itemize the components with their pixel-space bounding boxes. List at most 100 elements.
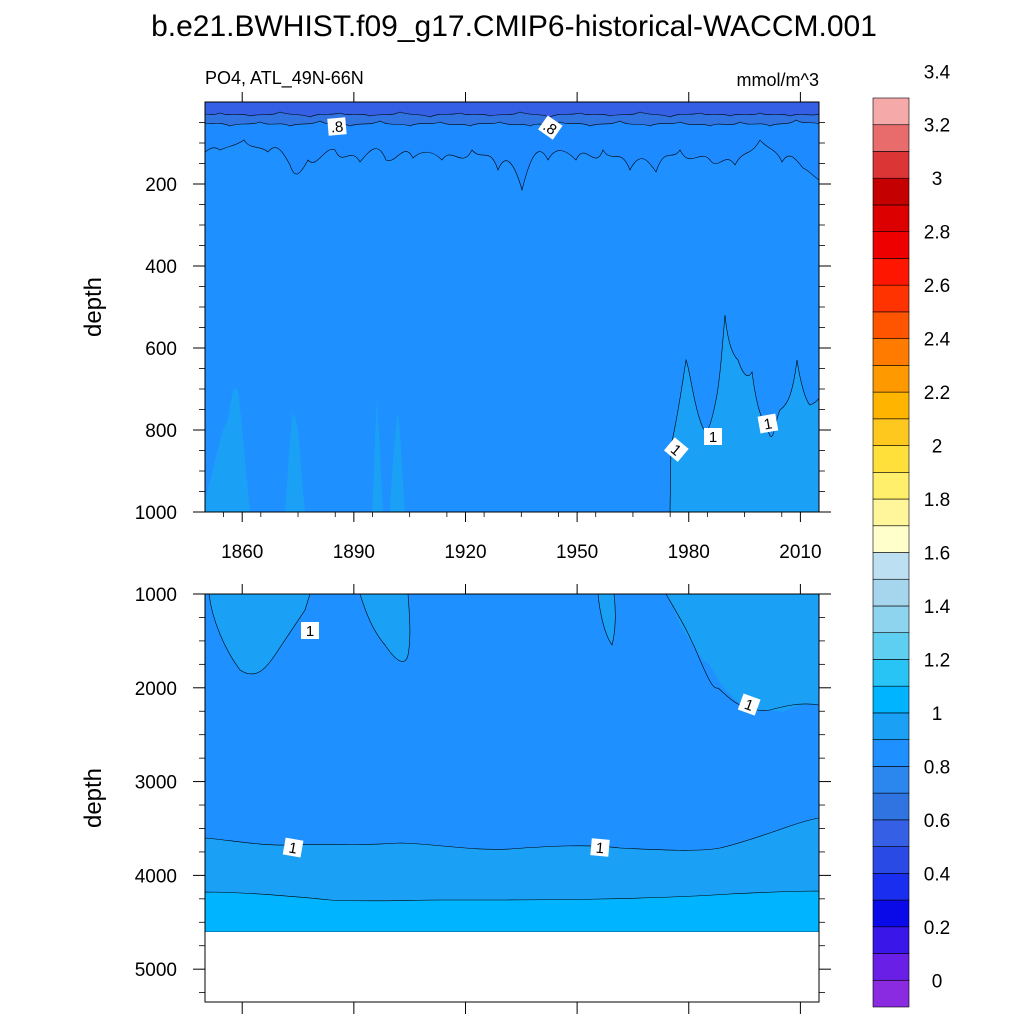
lower-contour-label-box	[301, 622, 319, 639]
colorbar-label: 0.6	[924, 811, 950, 832]
upper-contour-label: 1	[663, 437, 689, 462]
colorbar-label: 0.8	[924, 757, 950, 778]
upper-y-tick-label: 400	[145, 257, 177, 278]
colorbar-swatch	[872, 151, 910, 179]
colorbar-swatch	[872, 498, 910, 527]
upper-contour-label: 1	[704, 428, 722, 446]
lower-contour-label-text: 1	[595, 840, 605, 858]
upper-contour-label-box	[327, 117, 347, 136]
lower-contour-label: 1	[301, 622, 319, 640]
lower-patch-left-2	[359, 594, 411, 662]
upper-y-tick-label: 800	[145, 421, 177, 442]
colorbar-swatch	[872, 97, 910, 126]
lower-contour-label-text: 1	[287, 839, 298, 857]
lower-y-tick-label: 4000	[135, 866, 177, 887]
colorbar-swatch	[872, 365, 910, 393]
colorbar-label: 0	[932, 971, 943, 992]
lower-panel: 1 1 1 1 1000 2000 3000 4000 5000 depth	[80, 584, 831, 1014]
colorbar-label: 1.4	[924, 597, 951, 618]
upper-contour-label: .8	[538, 115, 563, 140]
upper-x-tick-label: 2010	[779, 542, 821, 563]
chart-units: mmol/m^3	[737, 70, 819, 90]
colorbar-swatch	[872, 338, 910, 366]
lower-contour-label: 1	[737, 693, 761, 716]
upper-deep-region-1	[669, 314, 819, 512]
colorbar-label: 2	[932, 437, 943, 458]
colorbar-swatch	[872, 926, 910, 954]
colorbar-swatch	[872, 739, 910, 767]
colorbar-label: 2.4	[924, 330, 951, 351]
upper-y-tick-label: 1000	[135, 503, 177, 524]
colorbar-label: 0.2	[924, 918, 950, 939]
lower-contour-labels: 1 1 1 1	[282, 622, 761, 858]
lower-contour-label-box	[590, 838, 610, 857]
upper-contour-label-box	[663, 437, 689, 462]
upper-panel: .8 .8 1 1 1 1860 1890 1920 1950 1980 2010 200 400 60…	[80, 92, 831, 563]
lower-contour-label-box	[282, 837, 304, 858]
colorbar-swatch	[872, 953, 910, 981]
upper-y-tick-label: 600	[145, 339, 177, 360]
upper-x-tick-label: 1980	[668, 542, 710, 563]
upper-x-tick-label: 1920	[444, 542, 486, 563]
upper-x-tick-label: 1890	[333, 542, 375, 563]
upper-contour-label-text: 1	[763, 415, 774, 433]
colorbar-swatch	[872, 899, 910, 928]
colorbar-swatch	[872, 311, 910, 339]
upper-x-tick-label: 1950	[556, 542, 598, 563]
colorbar-label: 2.8	[924, 223, 950, 244]
chart-subtitle-left: PO4, ATL_49N-66N	[205, 68, 364, 89]
lower-y-tick-label: 2000	[135, 679, 177, 700]
colorbar-label: 2.2	[924, 383, 950, 404]
colorbar-swatch	[872, 177, 910, 206]
colorbar-swatch	[872, 391, 910, 420]
colorbar-label: 1.8	[924, 490, 950, 511]
lower-contour-1	[665, 594, 819, 711]
colorbar-swatch	[872, 819, 910, 847]
colorbar-swatch	[872, 552, 910, 580]
lower-axes: 1000 2000 3000 4000 5000	[135, 584, 831, 1014]
colorbar-swatch	[872, 712, 910, 740]
lower-contour-label-text: 1	[306, 623, 314, 640]
colorbar-label: 3	[932, 169, 943, 190]
upper-contour-label-box	[538, 115, 563, 140]
colorbar-swatch	[872, 231, 910, 259]
colorbar-swatch	[872, 766, 910, 794]
upper-layer-06	[205, 102, 819, 118]
colorbar-swatch	[872, 204, 910, 232]
upper-contour-label: 1	[757, 413, 779, 434]
colorbar-swatch	[872, 471, 910, 500]
colorbar-label: 1.6	[924, 544, 950, 565]
lower-plot-frame	[204, 593, 820, 1003]
upper-y-axis-label: depth	[80, 277, 107, 337]
upper-contour-labels: .8 .8 1 1 1	[327, 115, 779, 462]
chart-title: b.e21.BWHIST.f09_g17.CMIP6-historical-WA…	[151, 10, 877, 43]
colorbar-swatch	[872, 846, 910, 874]
upper-contour-label-text: 1	[709, 429, 717, 446]
upper-x-tick-label: 1860	[221, 542, 263, 563]
colorbar-swatch	[872, 659, 910, 687]
upper-deep-patch-3	[372, 397, 383, 512]
colorbar-swatch	[872, 445, 910, 473]
colorbar-swatch	[872, 284, 910, 313]
lower-layer-11	[205, 890, 819, 933]
upper-deep-patch-2	[285, 414, 305, 512]
colorbar-label: 1.2	[924, 650, 950, 671]
colorbar-label: 1	[932, 704, 943, 725]
lower-contour-label: 1	[590, 838, 610, 858]
lower-contour-label: 1	[282, 837, 304, 858]
colorbar-swatch	[872, 792, 910, 821]
lower-contour-label-box	[737, 693, 761, 716]
lower-y-tick-label: 3000	[135, 773, 177, 794]
colorbar-swatch	[872, 258, 910, 286]
colorbar-swatch	[872, 685, 910, 714]
colorbar-label: 3.4	[924, 62, 951, 83]
upper-y-tick-label: 200	[145, 175, 177, 196]
lower-y-tick-label: 5000	[135, 960, 177, 981]
colorbar: 0 0.2 0.4 0.6 0.8 1 1.2 1.4 1.6 1.8 2 2.2 2.4 2.6 2.8 3…	[872, 62, 951, 1008]
colorbar-label: 3.2	[924, 116, 950, 137]
upper-contour-label: .8	[327, 117, 347, 137]
lower-y-tick-label: 1000	[135, 585, 177, 606]
colorbar-swatch	[872, 418, 910, 446]
lower-missing-fill	[205, 932, 819, 1002]
